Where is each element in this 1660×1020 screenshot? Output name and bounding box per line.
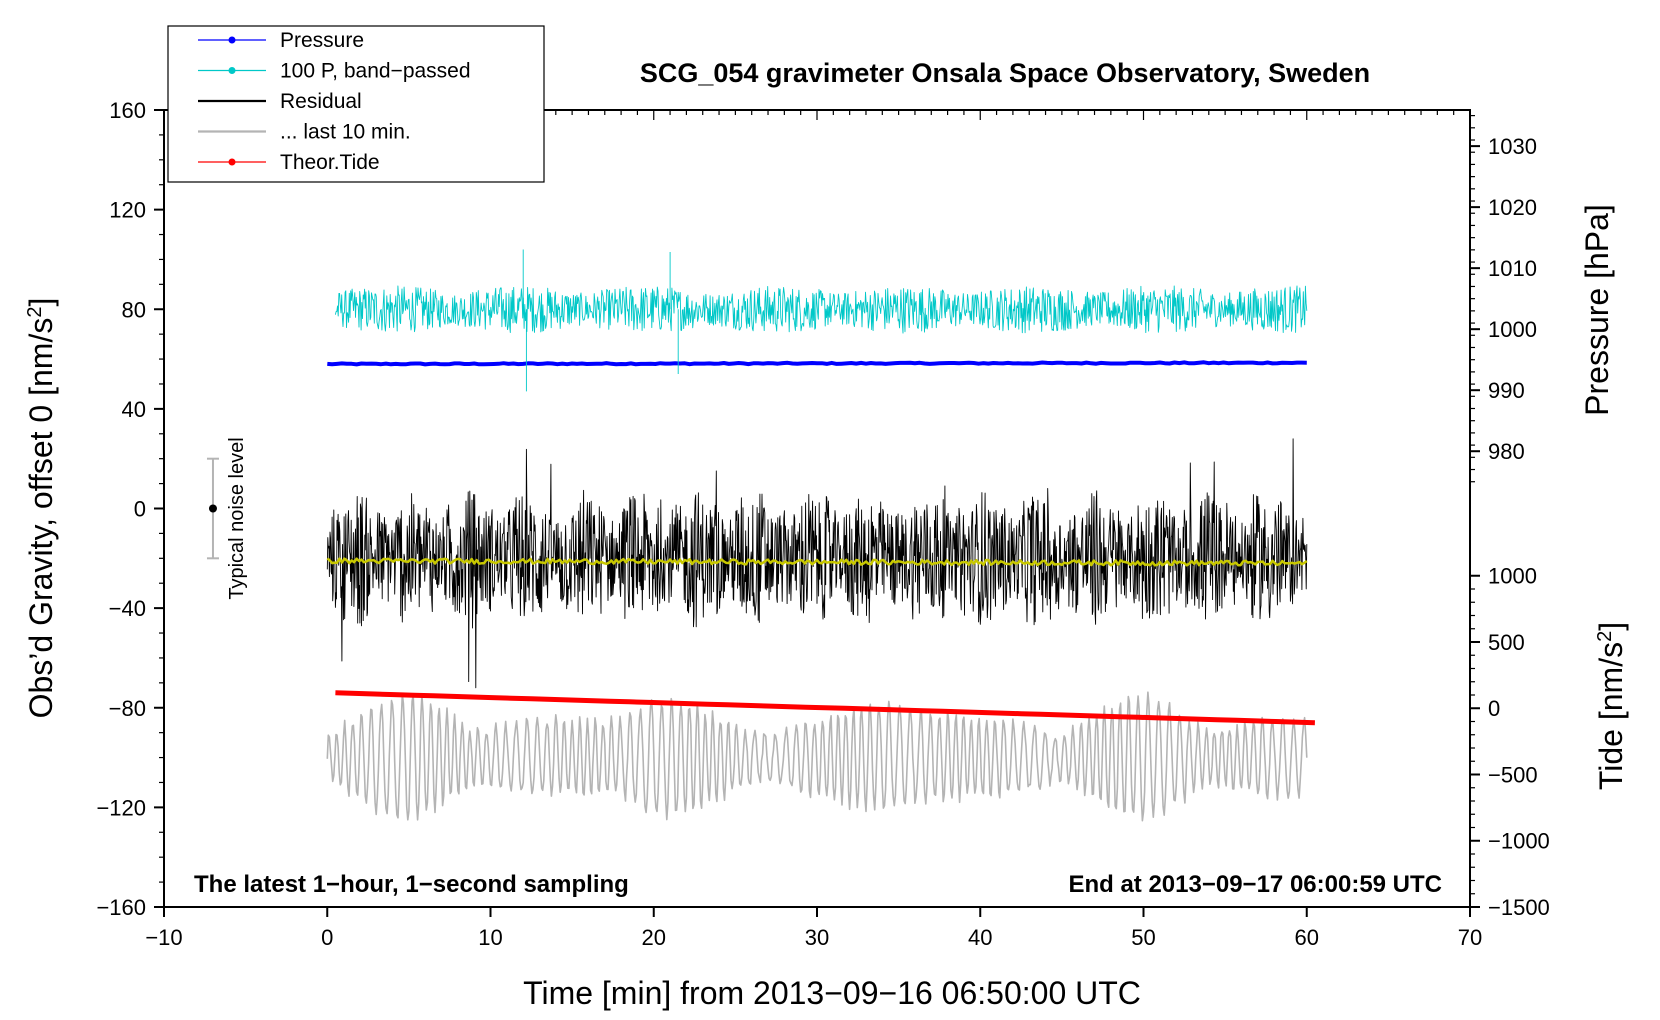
noise-level-dot [208,504,217,513]
y-tick-label-8: 160 [109,98,146,123]
y-axis-title-tide-sup: 2 [1594,631,1616,642]
series-theor-tide-line [335,690,1315,726]
plot-frame [163,109,1471,908]
y-axis-title-pressure: Pressure [hPa] [1579,204,1615,416]
y-tick-label-5: 40 [122,397,146,422]
legend-marker-0 [228,36,236,44]
y-axis-title-tide: Tide [nm/s2] [1593,622,1629,790]
tide-tick-label-0: −1500 [1488,895,1550,920]
series-layer [326,249,1315,822]
x-tick-label-0: −10 [145,925,182,950]
legend-label-4: Theor.Tide [280,151,380,174]
noise-level-label: Typical noise level [226,437,248,599]
legend-marker-1 [228,67,236,74]
chart-title: SCG_054 gravimeter Onsala Space Observat… [640,58,1370,88]
pressure-tick-label-0: 980 [1488,439,1525,464]
y-tick-label-2: −80 [109,696,146,721]
y-tick-label-3: −40 [109,596,146,621]
y-tick-label-6: 80 [122,297,146,322]
series-residual-mean-line [326,557,1308,567]
x-tick-label-6: 50 [1131,925,1155,950]
legend-label-1: 100 P, band−passed [280,60,471,83]
x-tick-label-3: 20 [642,925,666,950]
y-axis-title-tide-main: Tide [nm/s [1593,642,1629,790]
y-tick-label-0: −160 [96,895,146,920]
series-last-10-min-line [326,691,1308,822]
ticks-layer: −10 0 10 20 30 40 50 60 70−160−120−80−4004080120… [96,98,1549,950]
legend: Pressure 100 P, band−passed Residual ... la… [167,25,545,183]
x-tick-label-8: 70 [1458,925,1482,950]
legend-marker-4 [228,158,236,166]
x-tick-label-7: 60 [1295,925,1319,950]
end-time-annotation: End at 2013−09−17 06:00:59 UTC [1068,871,1442,898]
x-tick-label-4: 30 [805,925,829,950]
series-residual-line [326,438,1308,689]
legend-label-0: Pressure [280,29,364,52]
tide-tick-label-1: −1000 [1488,829,1550,854]
x-tick-label-1: 0 [321,925,333,950]
tide-tick-label-5: 1000 [1488,564,1537,589]
pressure-tick-label-2: 1000 [1488,317,1537,342]
sampling-annotation: The latest 1−hour, 1−second sampling [194,871,629,898]
pressure-tick-label-3: 1010 [1488,256,1537,281]
pressure-tick-label-1: 990 [1488,378,1525,403]
legend-label-3: ... last 10 min. [280,121,411,144]
y-axis-title-left-main: Obs’d Gravity, offset 0 [nm/s [23,318,59,719]
pressure-tick-label-5: 1030 [1488,134,1537,159]
y-axis-title-left-sup: 2 [24,307,46,318]
tide-tick-label-4: 500 [1488,630,1525,655]
y-axis-title-left-close: ] [23,298,59,307]
pressure-tick-label-4: 1020 [1488,195,1537,220]
y-tick-label-1: −120 [96,795,146,820]
x-tick-label-2: 10 [478,925,502,950]
x-tick-label-5: 40 [968,925,992,950]
noise-level-indicator: Typical noise level [206,437,248,600]
tide-tick-label-3: 0 [1488,696,1500,721]
x-axis-title: Time [min] from 2013−09−16 06:50:00 UTC [523,975,1141,1011]
series-100-p-band-passed-line [334,249,1308,392]
series-pressure-line [327,360,1307,367]
y-axis-title-tide-close: ] [1593,622,1629,631]
legend-box [167,25,545,183]
y-tick-label-4: 0 [134,497,146,522]
y-tick-label-7: 120 [109,198,146,223]
tide-tick-label-2: −500 [1488,762,1538,787]
y-axis-title-left: Obs’d Gravity, offset 0 [nm/s2] [23,298,59,719]
legend-label-2: Residual [280,90,362,113]
